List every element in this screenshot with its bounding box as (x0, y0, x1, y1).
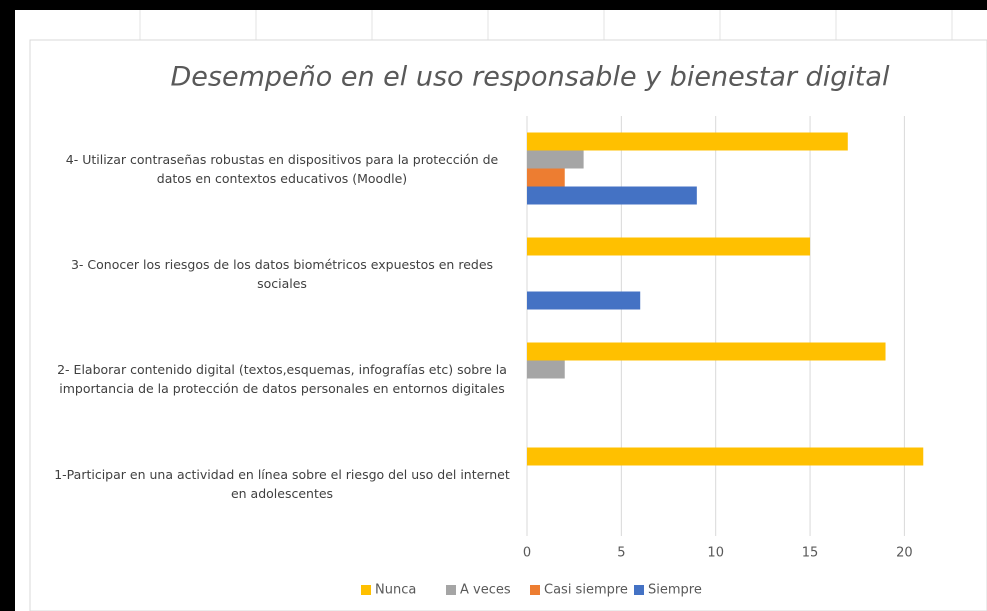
sheet-grid (139, 10, 953, 40)
legend-label: A veces (460, 583, 511, 598)
chart-area (29, 39, 987, 611)
x-tick-label: 0 (523, 546, 531, 561)
legend-swatch (446, 585, 456, 595)
legend-label: Casi siempre (544, 583, 628, 598)
legend-swatch (634, 585, 644, 595)
bar (527, 291, 641, 310)
top-border (0, 0, 987, 10)
bar (527, 342, 886, 361)
legend-swatch (530, 585, 540, 595)
legend-label: Nunca (375, 583, 416, 598)
bar (527, 150, 584, 169)
bar (527, 447, 924, 466)
left-border (0, 0, 15, 611)
y-tick-label: 3- Conocer los riesgos de los datos biom… (70, 256, 494, 291)
y-tick-label: 2- Elaborar contenido digital (textos,es… (57, 361, 507, 396)
bar (527, 168, 565, 187)
y-tick-label: 4- Utilizar contraseñas robustas en disp… (65, 151, 499, 186)
x-tick-label: 5 (617, 546, 625, 561)
x-tick-label: 15 (802, 546, 819, 561)
x-tick-label: 10 (707, 546, 724, 561)
bar (527, 360, 565, 379)
legend-swatch (361, 585, 371, 595)
chart-title: Desempeño en el uso responsable y bienes… (171, 62, 890, 93)
legend-label: Siempre (648, 583, 702, 598)
x-tick-label: 20 (896, 546, 913, 561)
bar (527, 132, 848, 151)
bar (527, 186, 697, 205)
y-tick-label: 1-Participar en una actividad en línea s… (54, 466, 510, 501)
bar (527, 237, 811, 256)
